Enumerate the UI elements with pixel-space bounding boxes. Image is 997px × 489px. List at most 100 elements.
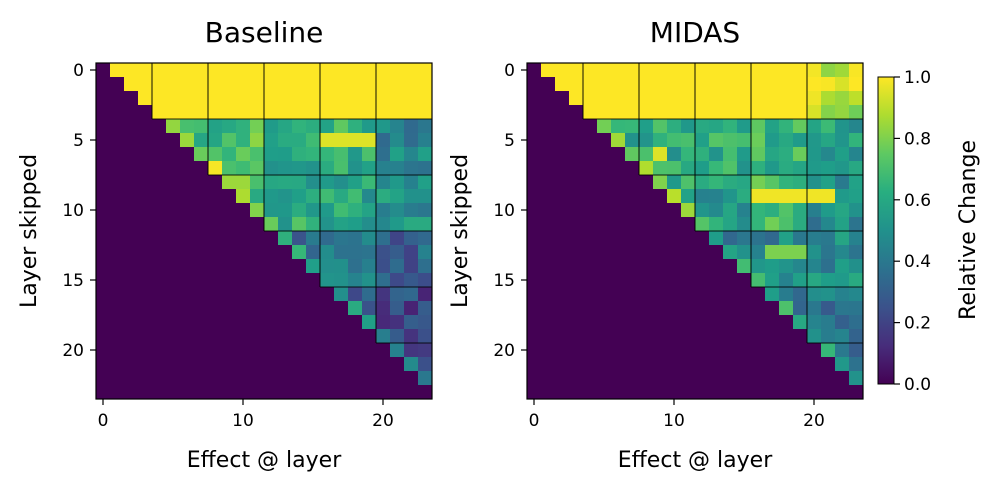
heatmap-cell — [334, 343, 349, 358]
heatmap-cell — [404, 273, 419, 288]
heatmap-cell — [376, 189, 391, 204]
heatmap-cell — [124, 385, 139, 400]
heatmap-cell — [278, 329, 293, 344]
heatmap-cell — [362, 119, 377, 134]
heatmap-cell — [737, 329, 752, 344]
heatmap-cell — [541, 175, 556, 190]
heatmap-cell — [166, 175, 181, 190]
heatmap-cell — [390, 203, 405, 218]
heatmap-cell — [653, 63, 668, 78]
heatmap-cell — [527, 147, 542, 162]
heatmap-cell — [779, 91, 794, 106]
heatmap-cell — [138, 245, 153, 260]
heatmap-cell — [793, 217, 808, 232]
heatmap-cell — [821, 385, 836, 400]
heatmap-cell — [681, 203, 696, 218]
heatmap-cell — [306, 133, 321, 148]
heatmap-cell — [390, 189, 405, 204]
heatmap-cell — [376, 161, 391, 176]
heatmap-cell — [348, 133, 363, 148]
heatmap-cell — [709, 273, 724, 288]
heatmap-cell — [639, 77, 654, 92]
heatmap-cell — [807, 385, 822, 400]
heatmap-cell — [807, 301, 822, 316]
heatmap-cell — [222, 273, 237, 288]
heatmap-cell — [569, 161, 584, 176]
heatmap-cell — [611, 217, 626, 232]
heatmap-cell — [292, 203, 307, 218]
heatmap-cell — [180, 217, 195, 232]
heatmap-cell — [180, 147, 195, 162]
heatmap-cell — [555, 315, 570, 330]
heatmap-cell — [320, 217, 335, 232]
heatmap-cell — [152, 175, 167, 190]
heatmap-cell — [695, 259, 710, 274]
heatmap-cell — [418, 385, 433, 400]
heatmap-cell — [418, 161, 433, 176]
heatmap-cell — [334, 217, 349, 232]
x-axis-label: Effect @ layer — [618, 448, 773, 473]
heatmap-cell — [348, 343, 363, 358]
heatmap-cell — [208, 231, 223, 246]
heatmap-cell — [138, 217, 153, 232]
heatmap-cell — [779, 63, 794, 78]
heatmap-cell — [583, 189, 598, 204]
heatmap-cell — [639, 119, 654, 134]
heatmap-cell — [555, 119, 570, 134]
heatmap-cell — [390, 245, 405, 260]
heatmap-cell — [569, 385, 584, 400]
heatmap-cell — [180, 231, 195, 246]
heatmap-cell — [639, 315, 654, 330]
heatmap-cell — [404, 133, 419, 148]
heatmap-cell — [681, 147, 696, 162]
heatmap-cell — [208, 287, 223, 302]
heatmap-cell — [404, 203, 419, 218]
heatmap-cell — [222, 385, 237, 400]
heatmap-cell — [793, 203, 808, 218]
heatmap-cell — [278, 161, 293, 176]
heatmap-cell — [222, 371, 237, 386]
heatmap-cell — [625, 315, 640, 330]
heatmap-cell — [583, 203, 598, 218]
heatmap-cell — [681, 231, 696, 246]
heatmap-cells — [96, 63, 433, 400]
y-tick-label: 20 — [62, 341, 84, 361]
heatmap-cell — [124, 287, 139, 302]
heatmap-cell — [695, 385, 710, 400]
heatmap-cell — [362, 315, 377, 330]
heatmap-cell — [639, 91, 654, 106]
heatmap-cell — [765, 259, 780, 274]
heatmap-cell — [583, 63, 598, 78]
heatmap-cell — [390, 217, 405, 232]
heatmap-cell — [278, 357, 293, 372]
heatmap-cell — [236, 77, 251, 92]
heatmap-cell — [222, 343, 237, 358]
heatmap-cell — [807, 343, 822, 358]
colorbar-tick-label: 1.0 — [904, 68, 931, 88]
heatmap-cell — [779, 133, 794, 148]
heatmap-cell — [765, 175, 780, 190]
heatmap-cell — [418, 91, 433, 106]
heatmap-cell — [292, 245, 307, 260]
heatmap-cell — [124, 343, 139, 358]
heatmap-cell — [583, 259, 598, 274]
heatmap-cell — [278, 133, 293, 148]
heatmap-cell — [362, 91, 377, 106]
heatmap-cell — [152, 161, 167, 176]
heatmap-cell — [236, 385, 251, 400]
heatmap-cell — [793, 371, 808, 386]
heatmap-cell — [96, 301, 111, 316]
heatmap-cell — [653, 161, 668, 176]
heatmap-cell — [667, 371, 682, 386]
heatmap-cell — [569, 315, 584, 330]
heatmap-cell — [723, 245, 738, 260]
heatmap-cell — [292, 189, 307, 204]
heatmap-cell — [597, 343, 612, 358]
heatmap-cell — [306, 329, 321, 344]
heatmap-cell — [166, 119, 181, 134]
heatmap-cell — [709, 357, 724, 372]
heatmap-cell — [404, 385, 419, 400]
heatmap-cell — [807, 273, 822, 288]
heatmap-cell — [849, 385, 864, 400]
heatmap-cell — [555, 231, 570, 246]
